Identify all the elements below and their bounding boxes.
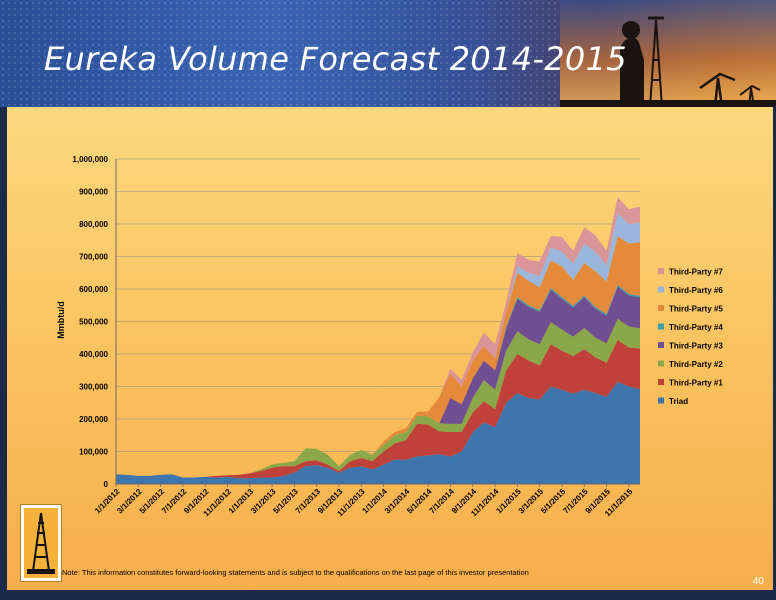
legend-swatch xyxy=(658,379,664,385)
legend-swatch xyxy=(658,360,664,367)
area-series xyxy=(116,197,640,484)
y-tick-labels: 0 100,000 200,000 300,000 400,000 500,000 600,… xyxy=(72,155,108,489)
legend-swatch xyxy=(658,323,664,330)
bottom-bar xyxy=(0,590,776,600)
header-banner: Eureka Volume Forecast 2014-2015 xyxy=(0,0,776,107)
y-tick-label: 700,000 xyxy=(79,253,108,262)
y-tick-label: 100,000 xyxy=(79,448,108,457)
area-third-party-2 xyxy=(116,318,640,478)
axes xyxy=(115,159,640,485)
area-triad xyxy=(116,381,640,484)
legend: Third-Party #7 Third-Party #6 Third-Party … xyxy=(658,268,723,406)
area-third-party-3 xyxy=(116,286,640,478)
legend-swatch xyxy=(658,397,664,404)
content-area xyxy=(7,107,773,593)
legend-label: Third-Party #5 xyxy=(669,305,723,314)
legend-swatch xyxy=(658,305,664,311)
legend-label: Third-Party #4 xyxy=(669,323,723,332)
y-tick-label: 900,000 xyxy=(79,188,108,197)
legend-label: Third-Party #1 xyxy=(669,379,723,388)
y-axis-label: Mmbtu/d xyxy=(56,301,66,339)
oil-rig-photo xyxy=(560,0,776,107)
legend-swatch xyxy=(658,286,664,293)
y-tick-label: 400,000 xyxy=(79,350,108,359)
y-tick-label: 800,000 xyxy=(79,220,108,229)
legend-label: Triad xyxy=(669,397,688,406)
legend-swatch xyxy=(658,342,664,348)
header-pattern xyxy=(0,0,560,107)
area-third-party-1 xyxy=(116,340,640,479)
y-tick-label: 600,000 xyxy=(79,285,108,294)
y-tick-label: 1,000,000 xyxy=(72,155,108,164)
page-number: 40 xyxy=(752,576,764,587)
y-tick-label: 0 xyxy=(104,480,109,489)
x-tick-labels: 1/1/20123/1/20125/1/20127/1/20129/1/2012… xyxy=(93,484,635,518)
y-tick-label: 500,000 xyxy=(79,318,108,327)
y-tick-label: 200,000 xyxy=(79,415,108,424)
slide-title: Eureka Volume Forecast 2014-2015 xyxy=(44,40,627,78)
y-tick-label: 300,000 xyxy=(79,383,108,392)
legend-label: Third-Party #3 xyxy=(669,342,723,351)
company-logo xyxy=(20,504,62,582)
legend-swatch xyxy=(658,268,664,274)
legend-label: Third-Party #6 xyxy=(669,286,723,295)
legend-label: Third-Party #2 xyxy=(669,360,723,369)
footnote: Note: This information constitutes forwa… xyxy=(62,568,529,577)
legend-label: Third-Party #7 xyxy=(669,268,723,277)
